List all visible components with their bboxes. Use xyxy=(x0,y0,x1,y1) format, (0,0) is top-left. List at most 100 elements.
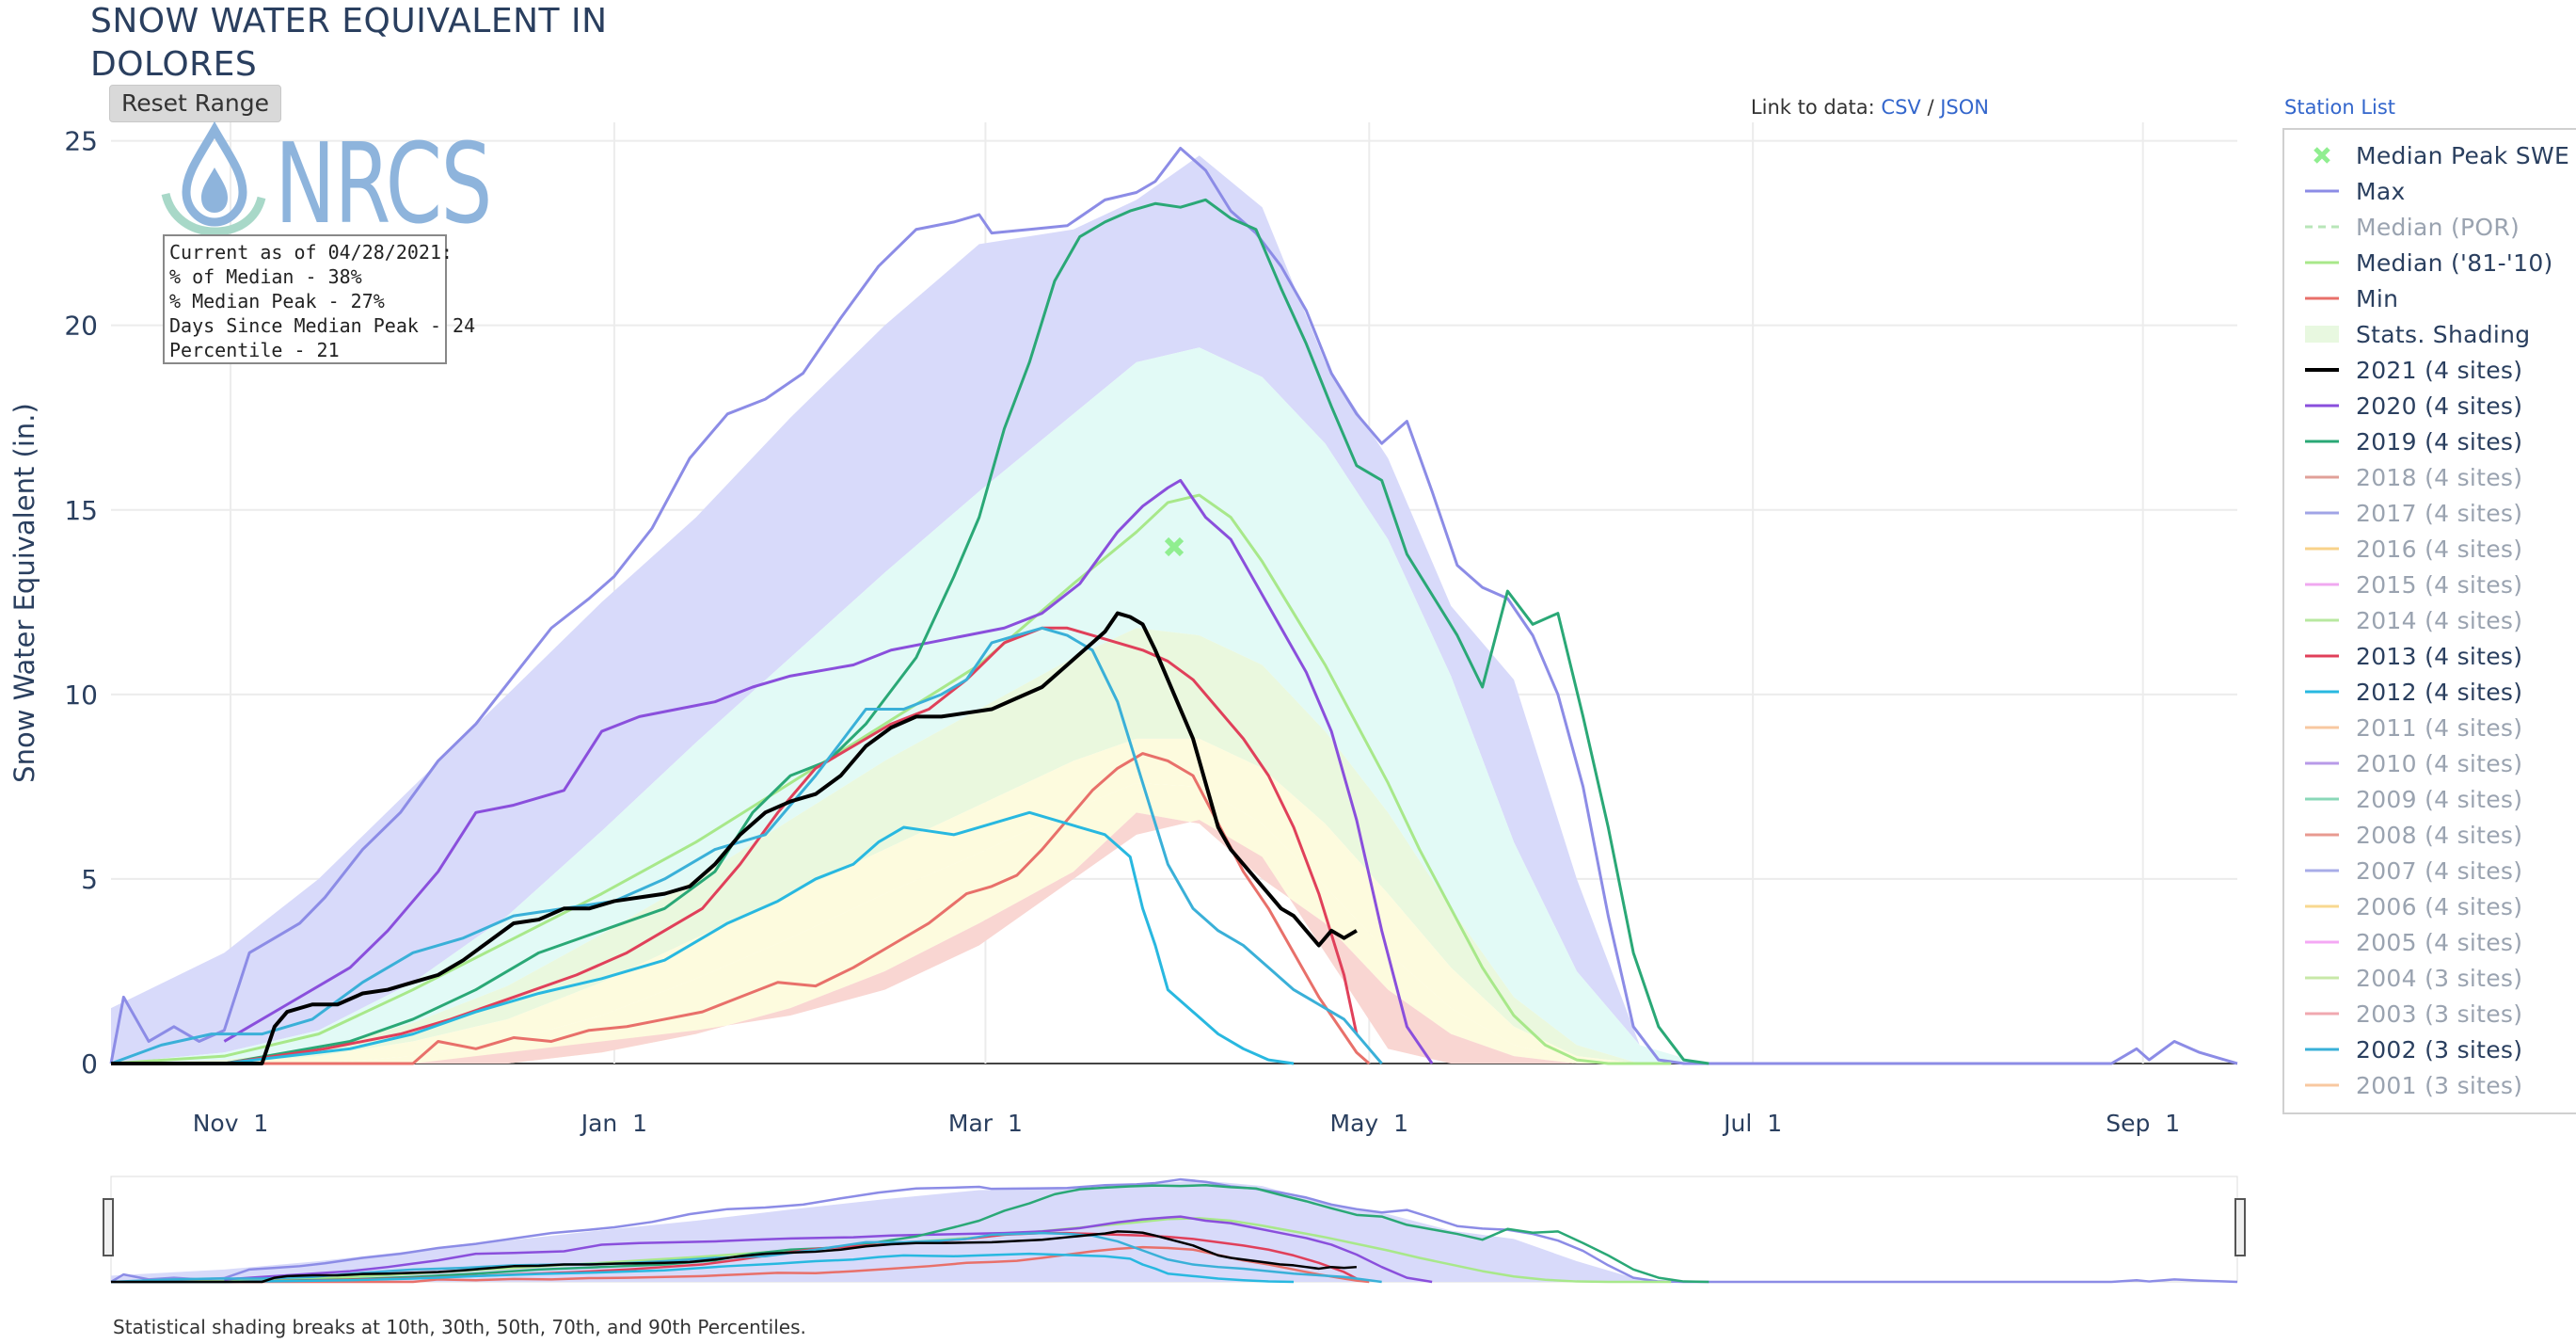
legend-swatch-icon xyxy=(2305,726,2339,729)
legend-label: 2009 (4 sites) xyxy=(2356,785,2523,813)
legend-swatch-icon xyxy=(2305,654,2339,658)
legend-item[interactable]: Median ('81-'10) xyxy=(2303,245,2553,280)
legend-item[interactable]: Median Peak SWE xyxy=(2303,137,2569,173)
legend-label: 2014 (4 sites) xyxy=(2356,606,2523,634)
legend-item[interactable]: 2006 (4 sites) xyxy=(2303,888,2522,924)
legend-item[interactable]: 2010 (4 sites) xyxy=(2303,745,2522,781)
legend-item[interactable]: 2005 (4 sites) xyxy=(2303,924,2522,960)
legend-item[interactable]: 2004 (3 sites) xyxy=(2303,960,2522,996)
legend-item[interactable]: 2002 (3 sites) xyxy=(2303,1032,2522,1067)
legend-item[interactable]: 2016 (4 sites) xyxy=(2303,531,2522,567)
axes: 0 5 10 15 20 25 Nov 1 Jan 1 Mar 1 May 1 Jul 1 Sep 1… xyxy=(8,126,2180,1137)
legend-swatch-icon xyxy=(2305,326,2339,343)
legend-swatch-icon xyxy=(2305,261,2339,264)
range-2019-4-sites- xyxy=(111,1183,1709,1284)
status-line-1: Current as of 04/28/2021: xyxy=(169,241,453,264)
logo-text: NRCS xyxy=(275,119,491,248)
legend-swatch-icon xyxy=(2305,1083,2339,1087)
band-70-90 xyxy=(111,347,1703,1064)
legend-label: 2017 (4 sites) xyxy=(2356,499,2523,527)
legend-swatch-icon xyxy=(2305,547,2339,551)
json-link[interactable]: JSON xyxy=(1940,96,1989,119)
legend-label: 2002 (3 sites) xyxy=(2356,1035,2523,1064)
legend-swatch-icon xyxy=(2305,904,2339,908)
status-line-3: % Median Peak - 27% xyxy=(169,290,385,312)
legend-item[interactable]: 2021 (4 sites) xyxy=(2303,352,2522,388)
current-status-box: Current as of 04/28/2021: % of Median - … xyxy=(163,234,475,364)
series-lines xyxy=(109,146,2238,1065)
legend-swatch-icon xyxy=(2305,976,2339,980)
y-tick-label: 20 xyxy=(64,311,98,342)
legend-label: 2003 (3 sites) xyxy=(2356,1000,2523,1028)
legend-item[interactable]: 2019 (4 sites) xyxy=(2303,424,2522,459)
legend-label: 2019 (4 sites) xyxy=(2356,427,2523,456)
station-list-link[interactable]: Station List xyxy=(2284,96,2396,119)
legend-swatch-icon xyxy=(2305,368,2339,372)
legend-item[interactable]: 2011 (4 sites) xyxy=(2303,710,2522,745)
legend-swatch-icon xyxy=(2314,147,2330,164)
legend-item[interactable]: 2018 (4 sites) xyxy=(2303,459,2522,495)
legend-label: 2010 (4 sites) xyxy=(2356,749,2523,777)
legend-item[interactable]: 2001 (3 sites) xyxy=(2303,1067,2522,1103)
legend-label: 2001 (3 sites) xyxy=(2356,1071,2523,1099)
legend-item[interactable]: 2013 (4 sites) xyxy=(2303,638,2522,674)
legend-swatch-icon xyxy=(2305,869,2339,872)
y-tick-label: 10 xyxy=(64,680,98,711)
series-min xyxy=(111,752,1371,1065)
y-tick-label: 5 xyxy=(81,864,98,895)
legend-item[interactable]: 2008 (4 sites) xyxy=(2303,817,2522,853)
nrcs-logo: NRCS xyxy=(161,119,493,248)
link-separator: / xyxy=(1927,96,1934,119)
legend-item[interactable]: 2015 (4 sites) xyxy=(2303,567,2522,602)
legend-item[interactable]: 2012 (4 sites) xyxy=(2303,674,2522,710)
legend-item[interactable]: Stats. Shading xyxy=(2303,316,2530,352)
legend-item[interactable]: Min xyxy=(2303,280,2398,316)
x-tick-label: Jul 1 xyxy=(1722,1110,1782,1137)
y-tick-label: 0 xyxy=(81,1048,98,1080)
legend-swatch-icon xyxy=(2305,404,2339,408)
legend-swatch-icon xyxy=(2305,189,2339,193)
chart-legend[interactable]: Median Peak SWE Max Median (POR) Median ('8… xyxy=(2282,128,2576,1114)
legend-label: 2021 (4 sites) xyxy=(2356,356,2523,384)
legend-swatch-icon xyxy=(2305,583,2339,586)
band-50-70 xyxy=(111,628,1703,1064)
y-tick-label: 25 xyxy=(64,126,98,157)
series-max xyxy=(109,146,2238,1065)
csv-link[interactable]: CSV xyxy=(1881,96,1921,119)
reset-range-button[interactable]: Reset Range xyxy=(109,85,282,122)
legend-item[interactable]: 2007 (4 sites) xyxy=(2303,853,2522,888)
status-line-4: Days Since Median Peak - 24 xyxy=(169,314,475,337)
x-tick-label: Sep 1 xyxy=(2106,1110,2180,1137)
legend-label: 2008 (4 sites) xyxy=(2356,821,2523,849)
x-tick-label: May 1 xyxy=(1330,1110,1408,1137)
legend-swatch-icon xyxy=(2305,618,2339,622)
median-peak-marker xyxy=(1164,536,1185,557)
legend-label: Median Peak SWE xyxy=(2356,141,2570,169)
legend-label: 2004 (3 sites) xyxy=(2356,964,2523,992)
range-min xyxy=(111,1245,1370,1284)
range-slider[interactable] xyxy=(103,1176,2246,1284)
legend-swatch-icon xyxy=(2305,225,2339,229)
y-tick-label: 15 xyxy=(64,495,98,526)
band-30-50 xyxy=(111,738,1703,1064)
legend-item[interactable]: Median (POR) xyxy=(2303,209,2520,245)
series-2020-4-sites- xyxy=(223,478,1434,1064)
legend-item[interactable]: 2014 (4 sites) xyxy=(2303,602,2522,638)
series-2019-4-sites- xyxy=(111,198,1709,1065)
legend-item[interactable]: 2009 (4 sites) xyxy=(2303,781,2522,817)
legend-item[interactable]: 2017 (4 sites) xyxy=(2303,495,2522,531)
legend-item[interactable]: 2020 (4 sites) xyxy=(2303,388,2522,424)
range-handle-left xyxy=(103,1198,114,1256)
logo-swoosh-icon xyxy=(161,192,266,236)
chart-title-line2: DOLORES xyxy=(90,45,258,84)
legend-swatch-icon xyxy=(2305,440,2339,443)
y-axis-title: Snow Water Equivalent (in.) xyxy=(8,403,40,783)
legend-item[interactable]: Max xyxy=(2303,173,2406,209)
chart-title-line1: SNOW WATER EQUIVALENT IN xyxy=(90,2,608,40)
legend-label: 2016 (4 sites) xyxy=(2356,535,2523,563)
legend-label: Median (POR) xyxy=(2356,213,2520,241)
legend-item[interactable]: 2003 (3 sites) xyxy=(2303,996,2522,1032)
legend-swatch-icon xyxy=(2305,296,2339,300)
legend-label: 2006 (4 sites) xyxy=(2356,892,2523,920)
